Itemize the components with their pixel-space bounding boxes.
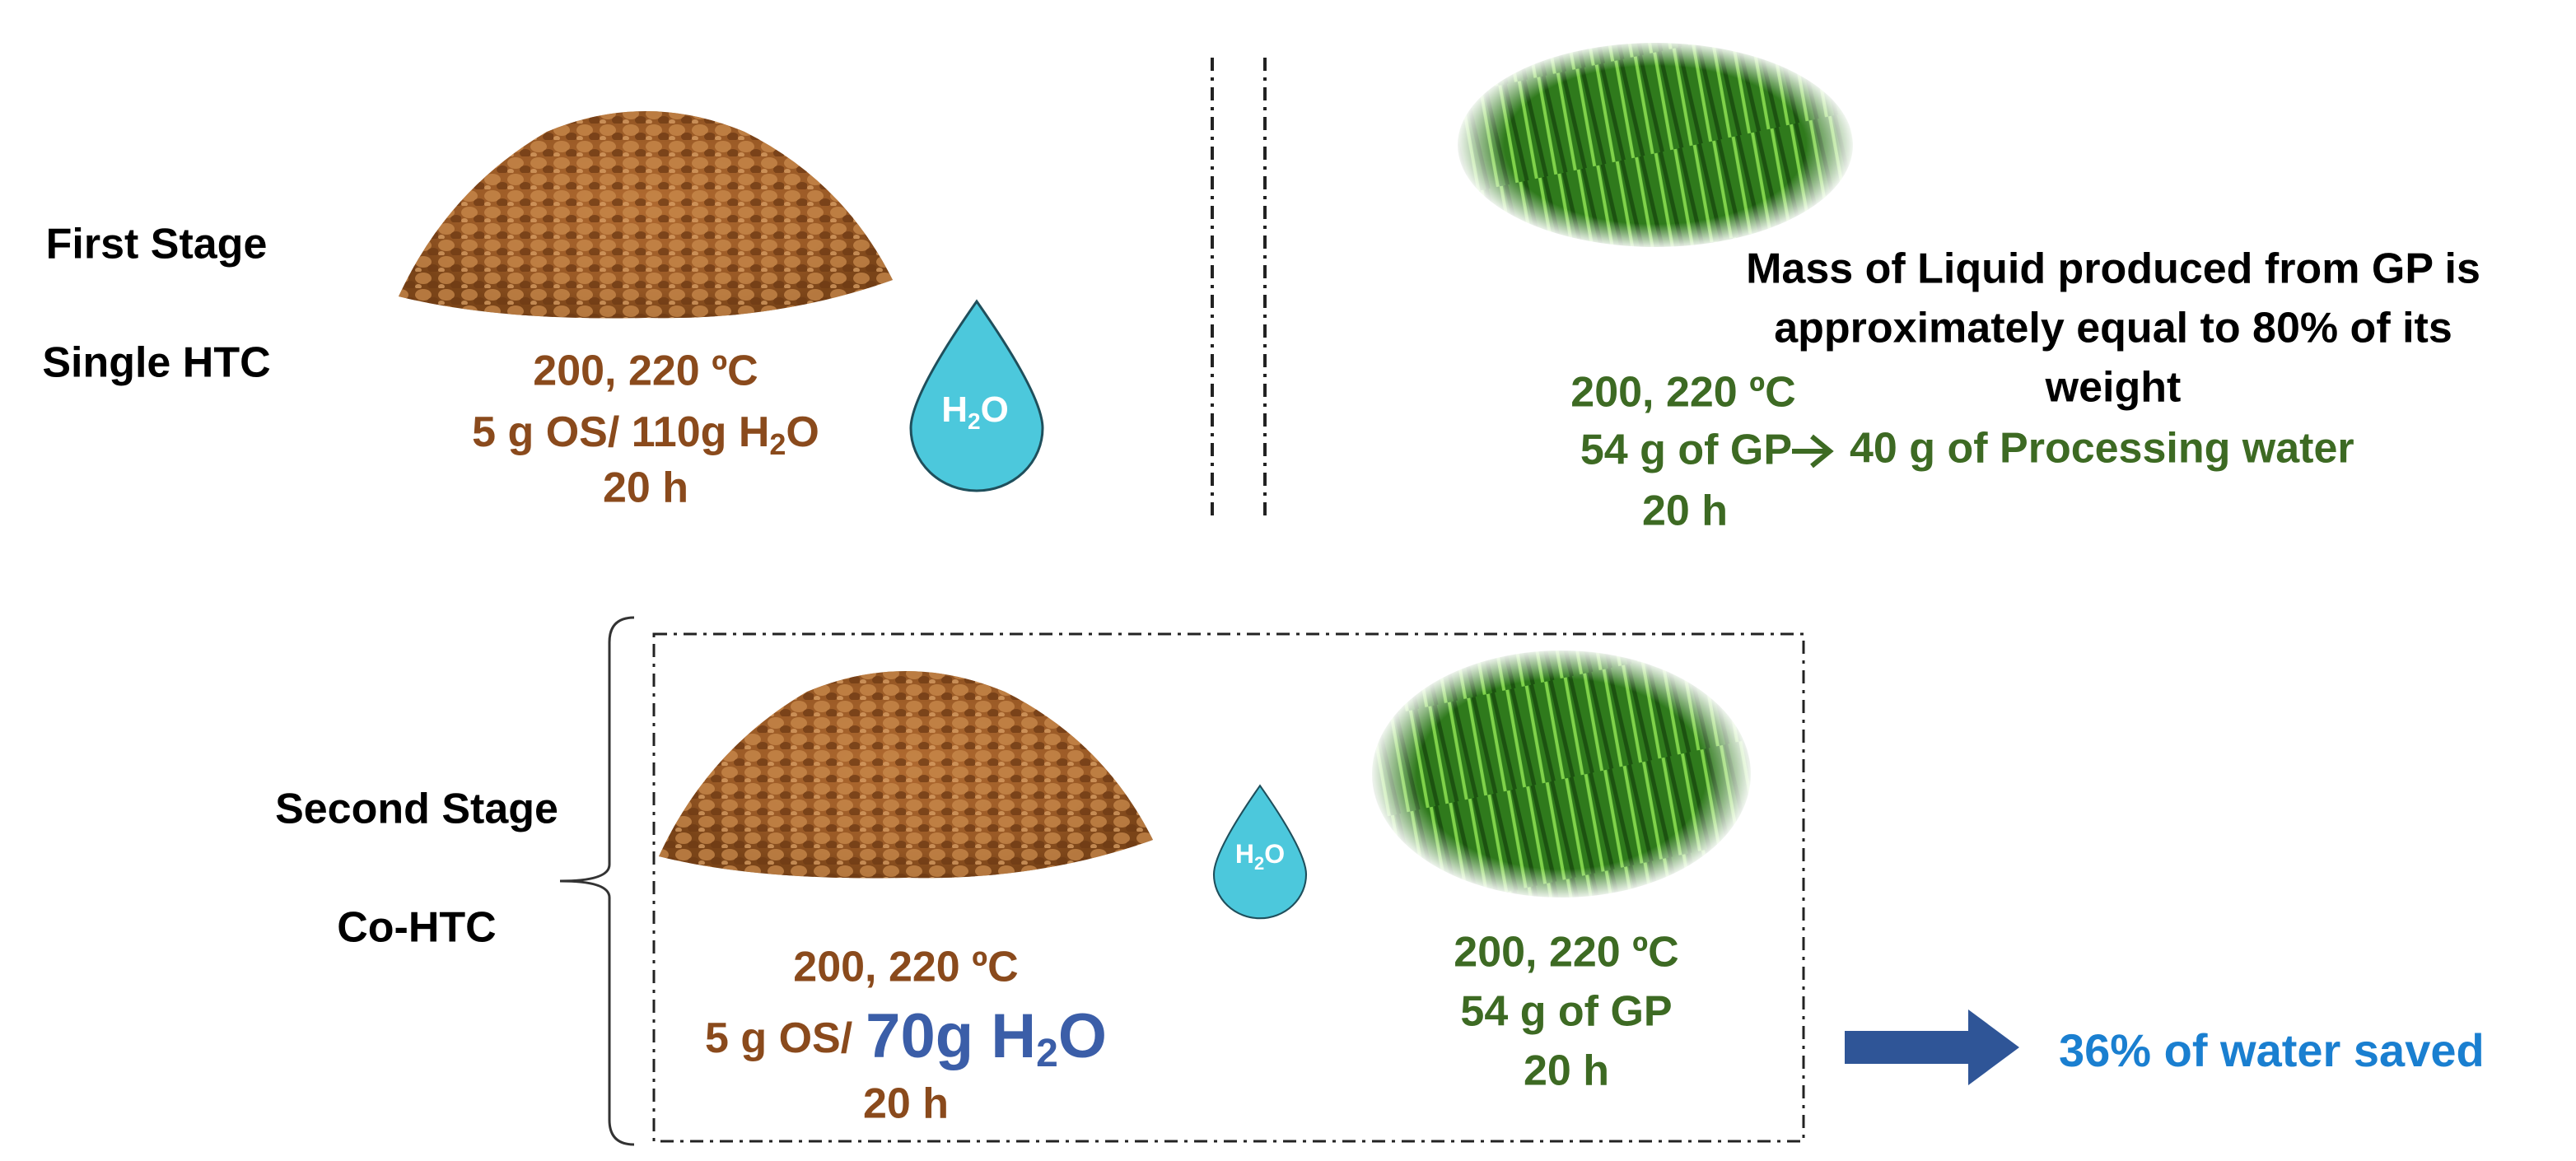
- condition-ratio: 5 g OS/70g H2O: [705, 1001, 1107, 1075]
- gp-amount: 54 g of GP: [1460, 988, 1672, 1036]
- method-label: Single HTC: [42, 339, 270, 387]
- subscript: 2: [1254, 853, 1264, 874]
- text-part: 5 g OS/: [705, 1014, 852, 1062]
- note-line: weight: [2045, 364, 2182, 412]
- arrow: [1792, 434, 1834, 469]
- condition-time: 20 h: [603, 464, 688, 512]
- gp-temperature: 200, 220 ºC: [1570, 369, 1795, 417]
- condition-temperature: 200, 220 ºC: [533, 347, 758, 395]
- gp-temperature: 200, 220 ºC: [1454, 929, 1678, 977]
- note-line: approximately equal to 80% of its: [1774, 305, 2452, 352]
- subscript: 2: [968, 408, 981, 434]
- text-part: H: [941, 389, 968, 430]
- text-part: H: [1235, 839, 1254, 869]
- gp-amount: 54 g of GP: [1580, 427, 1792, 474]
- drop-label: H2O: [941, 389, 1009, 435]
- water-drop: [1212, 785, 1308, 920]
- text-part: O: [786, 408, 819, 456]
- brace: [559, 616, 635, 1146]
- stage-label: First Stage: [46, 221, 268, 268]
- text-part: O: [981, 389, 1009, 430]
- stage-box: [652, 632, 1805, 1143]
- text-part: 70g H: [866, 1001, 1036, 1071]
- water-drop: [909, 300, 1044, 492]
- condition-time: 20 h: [863, 1080, 949, 1128]
- result-arrow: [1845, 1009, 2019, 1085]
- stage-label: Second Stage: [275, 786, 558, 833]
- subscript: 2: [769, 427, 786, 461]
- text-part: 5 g OS/ 110g H: [472, 408, 769, 456]
- note-line: Mass of Liquid produced from GP is: [1746, 245, 2480, 293]
- subscript: 2: [1036, 1032, 1058, 1075]
- oil-seed-pile: [399, 111, 893, 319]
- gp-time: 20 h: [1524, 1047, 1609, 1095]
- condition-ratio: 5 g OS/ 110g H2O: [472, 408, 819, 461]
- condition-temperature: 200, 220 ºC: [793, 944, 1018, 991]
- text-part: O: [1264, 839, 1285, 869]
- gp-output: 40 g of Processing water: [1850, 425, 2354, 473]
- gp-time: 20 h: [1642, 487, 1728, 535]
- result: 36% of water saved: [2059, 1024, 2485, 1076]
- drop-label: H2O: [1235, 839, 1285, 873]
- grass-fade: [1454, 40, 1856, 250]
- method-label: Co-HTC: [337, 904, 497, 952]
- text-part: O: [1058, 1001, 1107, 1071]
- grass-fade: [1369, 647, 1754, 901]
- oil-seed-pile: [659, 671, 1153, 879]
